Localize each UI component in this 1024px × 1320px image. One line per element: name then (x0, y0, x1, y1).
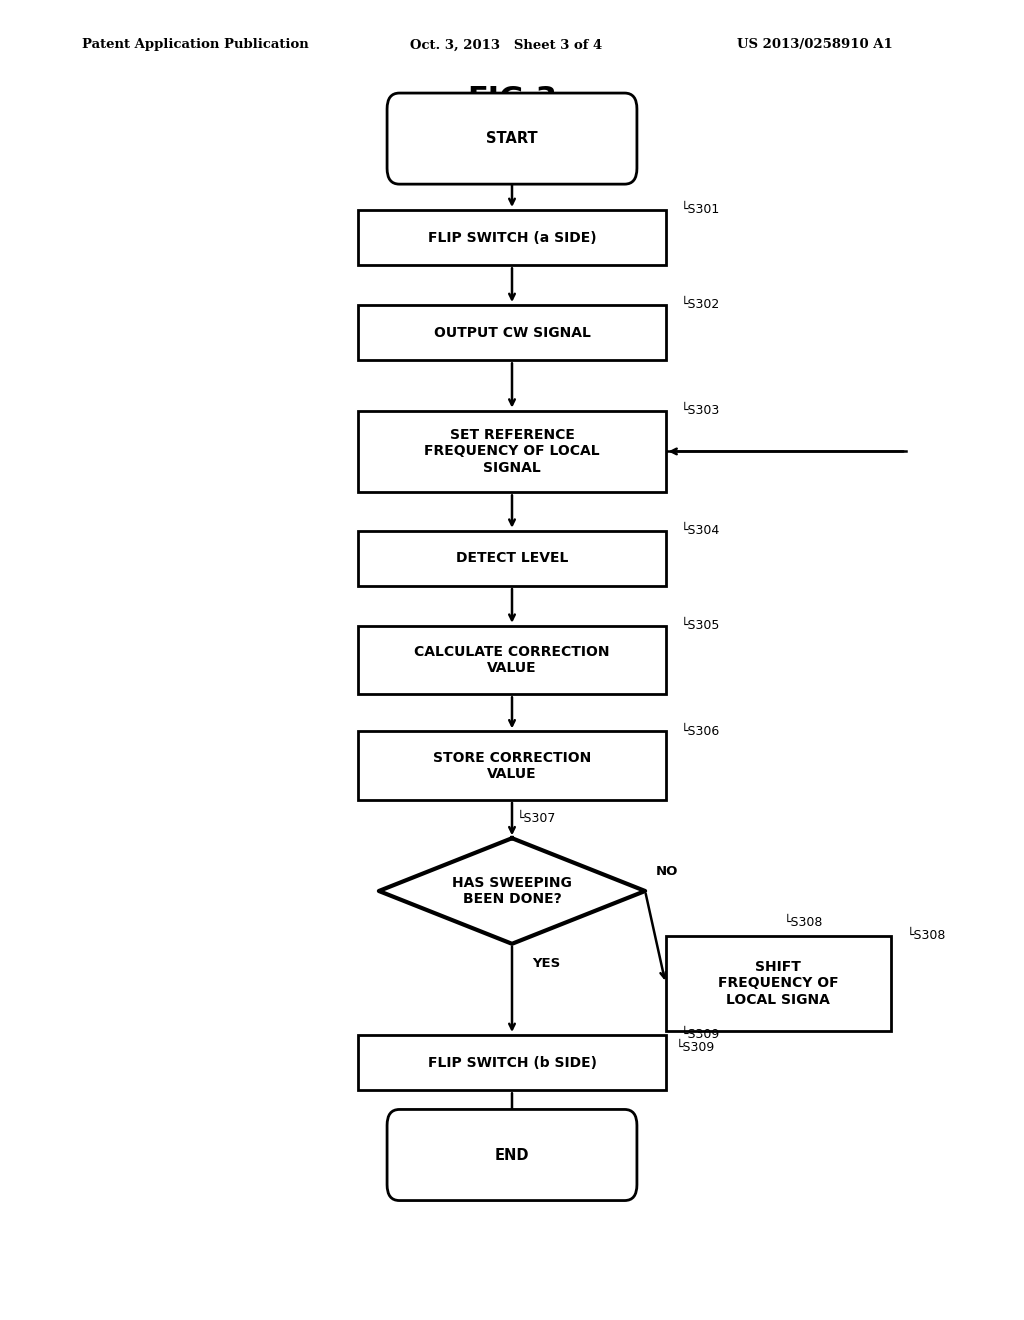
Text: SHIFT
FREQUENCY OF
LOCAL SIGNA: SHIFT FREQUENCY OF LOCAL SIGNA (718, 960, 839, 1007)
Text: HAS SWEEPING
BEEN DONE?: HAS SWEEPING BEEN DONE? (452, 876, 572, 906)
FancyBboxPatch shape (358, 1035, 666, 1090)
Text: └S308: └S308 (906, 929, 945, 942)
Text: └S302: └S302 (681, 298, 720, 312)
Text: NO: NO (655, 865, 678, 878)
Text: STORE CORRECTION
VALUE: STORE CORRECTION VALUE (433, 751, 591, 780)
Text: FLIP SWITCH (a SIDE): FLIP SWITCH (a SIDE) (428, 231, 596, 244)
FancyBboxPatch shape (358, 731, 666, 800)
Text: └S301: └S301 (681, 203, 720, 216)
Text: └S309: └S309 (676, 1041, 715, 1055)
Text: └S306: └S306 (681, 725, 720, 738)
Text: CALCULATE CORRECTION
VALUE: CALCULATE CORRECTION VALUE (415, 645, 609, 675)
Text: └S303: └S303 (681, 404, 720, 417)
Text: END: END (495, 1147, 529, 1163)
FancyBboxPatch shape (387, 1109, 637, 1201)
Text: DETECT LEVEL: DETECT LEVEL (456, 552, 568, 565)
Text: FIG.3: FIG.3 (467, 84, 557, 114)
Text: Patent Application Publication: Patent Application Publication (82, 38, 308, 51)
Text: OUTPUT CW SIGNAL: OUTPUT CW SIGNAL (433, 326, 591, 339)
Text: └S307: └S307 (517, 812, 556, 825)
Text: └S305: └S305 (681, 619, 720, 632)
Text: └S309: └S309 (681, 1028, 720, 1041)
FancyBboxPatch shape (358, 411, 666, 492)
Text: SET REFERENCE
FREQUENCY OF LOCAL
SIGNAL: SET REFERENCE FREQUENCY OF LOCAL SIGNAL (424, 428, 600, 475)
FancyBboxPatch shape (358, 210, 666, 265)
FancyBboxPatch shape (666, 936, 891, 1031)
Text: YES: YES (532, 957, 561, 970)
Text: US 2013/0258910 A1: US 2013/0258910 A1 (737, 38, 893, 51)
FancyBboxPatch shape (358, 531, 666, 586)
FancyBboxPatch shape (358, 626, 666, 694)
FancyBboxPatch shape (387, 92, 637, 183)
Text: FLIP SWITCH (b SIDE): FLIP SWITCH (b SIDE) (427, 1056, 597, 1069)
FancyBboxPatch shape (358, 305, 666, 360)
Text: └S304: └S304 (681, 524, 720, 537)
Text: Oct. 3, 2013   Sheet 3 of 4: Oct. 3, 2013 Sheet 3 of 4 (410, 38, 602, 51)
Polygon shape (379, 838, 645, 944)
Text: START: START (486, 131, 538, 147)
Text: └S308: └S308 (783, 916, 822, 929)
